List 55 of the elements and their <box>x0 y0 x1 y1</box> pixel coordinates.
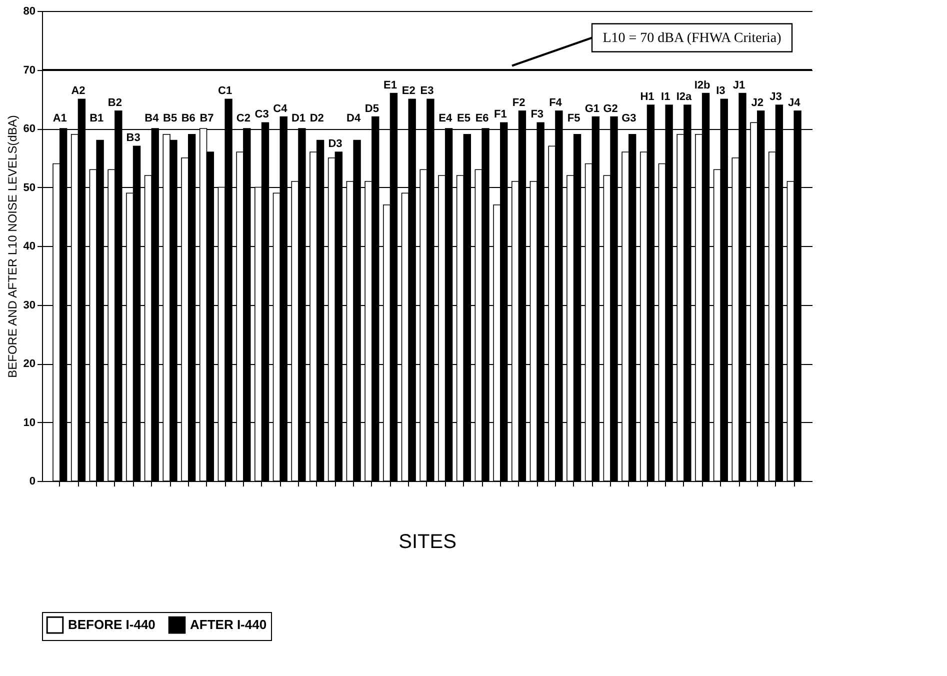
x-axis-title: SITES <box>398 531 456 553</box>
x-tick-label: I1 <box>661 91 670 103</box>
x-tick-label: A2 <box>71 85 86 98</box>
y-tick-label: 20 <box>23 358 36 370</box>
x-tick-label: F5 <box>567 112 580 124</box>
x-tick-label: D3 <box>328 138 342 150</box>
x-tick-label: E2 <box>402 85 416 98</box>
ref-line-label: L10 = 70 dBA (FHWA Criteria) <box>602 30 782 46</box>
y-tick-label: 10 <box>23 416 36 429</box>
x-tick-label: G2 <box>603 102 618 115</box>
x-tick-label: B4 <box>144 112 160 124</box>
x-tick-label: J3 <box>770 91 782 103</box>
legend-label: BEFORE I-440 <box>68 617 156 632</box>
x-tick-label: C3 <box>254 108 269 121</box>
x-tick-label: B6 <box>181 112 196 124</box>
x-tick-label: I2b <box>694 79 711 92</box>
x-tick-label: B2 <box>108 96 122 109</box>
x-tick-label: C2 <box>236 112 250 124</box>
x-tick-label: F3 <box>530 108 544 121</box>
y-axis-title: BEFORE AND AFTER L10 NOISE LEVELS(dBA) <box>5 115 20 378</box>
x-tick-label: E1 <box>384 79 398 92</box>
x-tick-label: E4 <box>438 112 453 124</box>
x-tick-label: A1 <box>52 112 67 124</box>
x-tick-label: F1 <box>494 108 507 121</box>
x-tick-label: D2 <box>310 112 324 124</box>
x-tick-label: E6 <box>475 112 489 124</box>
x-tick-label: B1 <box>90 112 104 124</box>
x-tick-label: C4 <box>273 102 288 115</box>
y-tick-label: 70 <box>23 64 36 76</box>
x-tick-label: B7 <box>200 112 214 124</box>
x-tick-label: G1 <box>584 102 600 115</box>
x-tick-label: J4 <box>788 96 802 109</box>
x-tick-label: D4 <box>346 112 362 124</box>
legend-label: AFTER I-440 <box>190 617 267 632</box>
x-tick-label: J1 <box>732 79 746 92</box>
y-tick-label: 50 <box>23 182 36 194</box>
x-tick-label: G3 <box>622 112 636 124</box>
x-tick-label: C1 <box>218 85 232 98</box>
x-tick-label: D1 <box>291 112 306 124</box>
x-tick-label: D5 <box>364 102 379 115</box>
x-tick-label: F4 <box>549 96 563 109</box>
y-tick-label: 40 <box>23 240 36 252</box>
x-tick-label: B5 <box>162 112 178 124</box>
x-tick-label: F2 <box>512 96 526 109</box>
x-tick-label: J2 <box>751 96 764 109</box>
x-tick-label: I3 <box>716 85 726 98</box>
x-tick-label: E3 <box>420 85 434 98</box>
y-tick-label: 80 <box>23 6 36 18</box>
y-tick-label: 30 <box>23 299 36 312</box>
x-tick-label: I2a <box>676 91 692 103</box>
x-tick-label: H1 <box>640 91 654 103</box>
y-tick-label: 60 <box>23 123 36 135</box>
x-tick-label: B3 <box>126 132 140 144</box>
x-tick-label: E5 <box>456 112 470 124</box>
y-tick-label: 0 <box>29 476 36 488</box>
